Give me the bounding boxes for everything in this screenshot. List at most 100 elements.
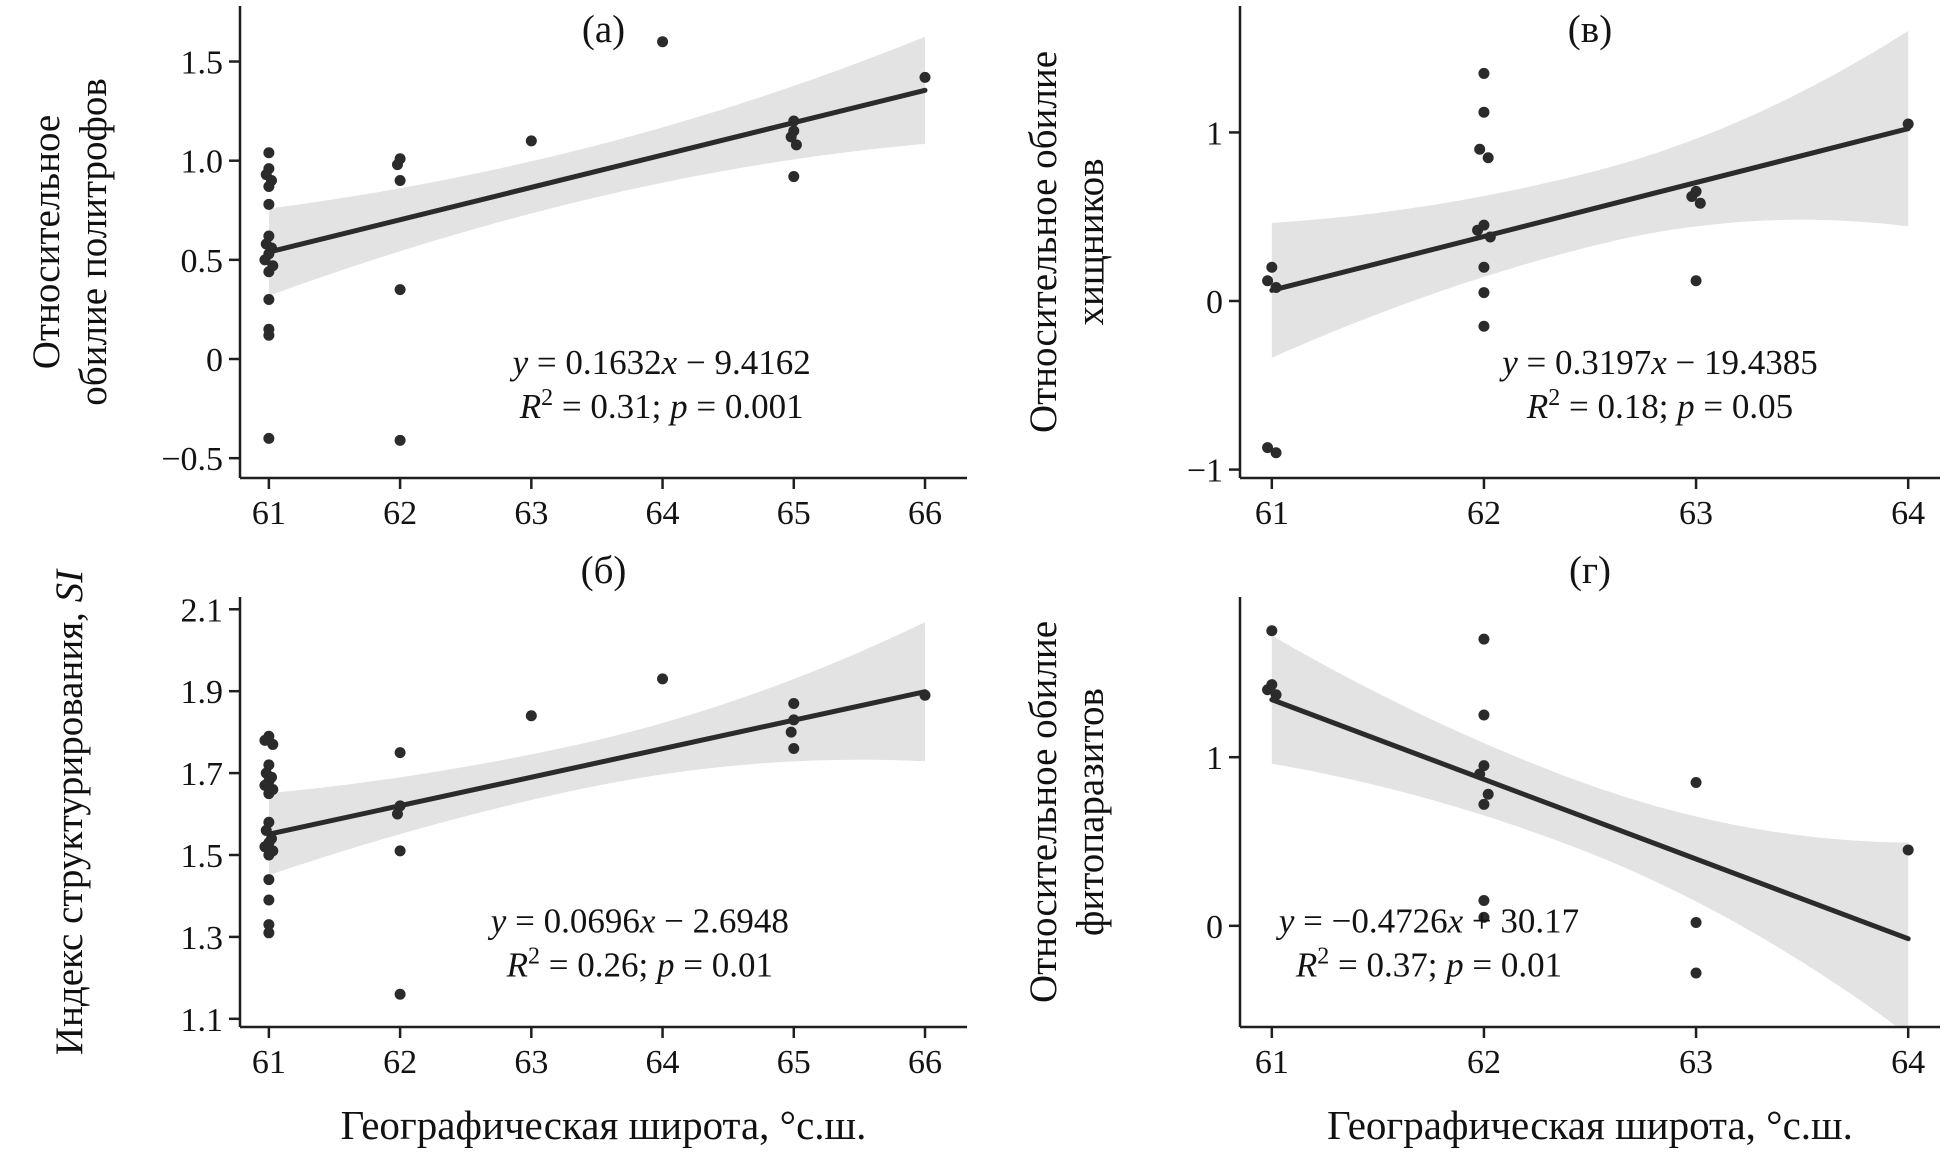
y-axis-label-area-g: Относительное обилие фитопаразитов bbox=[985, 545, 1150, 1154]
x-axis-label-left: Географическая широта, °с.ш. bbox=[340, 1102, 867, 1148]
data-point bbox=[1478, 633, 1490, 645]
plot-area-g: 61 62 63 64 0 1 (г) y = −0.4726x + 30.17 R2 = 0.… bbox=[1150, 545, 1958, 1154]
y-tick-label: 2.1 bbox=[181, 592, 224, 629]
data-point bbox=[394, 747, 406, 759]
x-tick-label: 66 bbox=[908, 1044, 942, 1081]
y-tick-label: −0.5 bbox=[161, 441, 223, 478]
y-tick-label: 1 bbox=[1206, 115, 1223, 152]
x-tick-label: 64 bbox=[1891, 1044, 1925, 1081]
panel-g: Относительное обилие фитопаразитов 61 62 63… bbox=[985, 545, 1958, 1154]
data-point bbox=[1270, 282, 1282, 294]
y-tick-label: 1.9 bbox=[181, 674, 224, 711]
data-point bbox=[263, 266, 275, 278]
data-point bbox=[1478, 895, 1490, 907]
data-point bbox=[1270, 447, 1282, 459]
bottom-row: Индекс структурирования, SI 61 62 63 64 65 66… bbox=[0, 545, 1958, 1154]
data-point bbox=[788, 743, 800, 755]
scatter-plot-structuring-index: 61 62 63 64 65 66 1.1 1.3 1.5 1.7 1.9 2.1 (б) y = 0.0… bbox=[181, 549, 967, 1081]
data-point bbox=[1266, 625, 1278, 637]
x-tick-label: 63 bbox=[514, 1044, 548, 1081]
data-point bbox=[259, 254, 271, 266]
top-row: Относительное обилие политрофов 61 62 63 64 6… bbox=[0, 0, 1958, 545]
y-axis-label-structuring-index: Индекс структурирования, SI bbox=[48, 569, 92, 1055]
data-point bbox=[1902, 844, 1914, 856]
data-point bbox=[1478, 709, 1490, 721]
data-point bbox=[1690, 776, 1702, 788]
panel-label: (а) bbox=[582, 8, 625, 51]
x-tick-label: 65 bbox=[777, 495, 811, 532]
data-point bbox=[1694, 197, 1706, 209]
data-point bbox=[394, 988, 406, 1000]
data-point bbox=[525, 710, 537, 722]
data-point bbox=[1478, 67, 1490, 79]
y-tick-label: 1.3 bbox=[181, 920, 224, 957]
data-point bbox=[1478, 106, 1490, 118]
x-tick-label: 63 bbox=[1679, 1044, 1713, 1081]
equation-text: R2 = 0.18; p = 0.05 bbox=[1526, 385, 1793, 426]
data-point bbox=[263, 180, 275, 192]
equation-text: R2 = 0.37; p = 0.01 bbox=[1295, 943, 1562, 984]
x-tick-label: 62 bbox=[1467, 495, 1501, 532]
data-point bbox=[263, 294, 275, 306]
data-point bbox=[267, 738, 279, 750]
confidence-band bbox=[268, 36, 926, 296]
x-tick-label: 61 bbox=[1255, 495, 1289, 532]
equation-text: y = 0.1632x − 9.4162 bbox=[510, 343, 811, 382]
data-point bbox=[263, 927, 275, 939]
x-tick-label: 61 bbox=[1255, 1044, 1289, 1081]
data-point bbox=[1262, 442, 1274, 454]
y-tick-label: 0 bbox=[206, 342, 223, 379]
x-tick-label: 63 bbox=[1679, 495, 1713, 532]
regression-line bbox=[1269, 697, 1911, 942]
data-point bbox=[260, 824, 272, 836]
data-point bbox=[1478, 798, 1490, 810]
data-point bbox=[391, 808, 403, 820]
panel-b: Индекс структурирования, SI 61 62 63 64 65 66… bbox=[0, 545, 985, 1154]
y-tick-label: −1 bbox=[1187, 453, 1223, 490]
data-point bbox=[263, 432, 275, 444]
x-tick-label: 64 bbox=[646, 1044, 680, 1081]
x-tick-label: 65 bbox=[777, 1044, 811, 1081]
regression-line bbox=[1269, 126, 1911, 293]
data-point bbox=[1262, 275, 1274, 287]
plot-area-b: 61 62 63 64 65 66 1.1 1.3 1.5 1.7 1.9 2.1 (б) y = 0.0… bbox=[140, 545, 985, 1154]
data-point bbox=[1482, 788, 1494, 800]
data-point bbox=[1478, 261, 1490, 273]
y-axis-label-area-b: Индекс структурирования, SI bbox=[0, 545, 140, 1154]
data-point bbox=[263, 894, 275, 906]
data-point bbox=[263, 198, 275, 210]
x-tick-label: 61 bbox=[252, 1044, 286, 1081]
data-point bbox=[1690, 916, 1702, 928]
data-point bbox=[657, 36, 669, 48]
y-tick-label: 0.5 bbox=[181, 243, 224, 280]
regression-line bbox=[266, 689, 928, 837]
data-point bbox=[919, 689, 931, 701]
panel-v: Относительное обилие хищников 61 62 63 64 −1 0… bbox=[985, 0, 1958, 545]
data-point bbox=[394, 845, 406, 857]
x-tick-label: 66 bbox=[908, 495, 942, 532]
y-tick-label: 1 bbox=[1206, 740, 1223, 777]
plot-area-v: 61 62 63 64 −1 0 1 (в) y = 0.3197x − 19.4385 R2 =… bbox=[1150, 0, 1958, 545]
confidence-band bbox=[1271, 635, 1909, 1027]
equation-text: R2 = 0.26; p = 0.01 bbox=[506, 943, 773, 984]
y-axis-label-area-v: Относительное обилие хищников bbox=[985, 0, 1150, 545]
data-point bbox=[1690, 967, 1702, 979]
data-point bbox=[263, 329, 275, 341]
y-tick-label: 1.5 bbox=[181, 838, 224, 875]
equation-text: y = 0.3197x − 19.4385 bbox=[1499, 343, 1818, 382]
y-tick-label: 1.5 bbox=[181, 45, 224, 82]
data-point bbox=[1262, 684, 1274, 696]
data-point bbox=[788, 697, 800, 709]
y-tick-label: 1.0 bbox=[181, 144, 224, 181]
data-point bbox=[263, 788, 275, 800]
data-point bbox=[1690, 275, 1702, 287]
x-axis-label-right: Географическая широта, °с.ш. bbox=[1327, 1102, 1853, 1148]
data-point bbox=[394, 434, 406, 446]
data-point bbox=[788, 171, 800, 183]
data-point bbox=[525, 135, 537, 147]
data-point bbox=[263, 919, 275, 931]
y-axis-label-phytoparasites: Относительное обилие фитопаразитов bbox=[1022, 620, 1113, 1004]
